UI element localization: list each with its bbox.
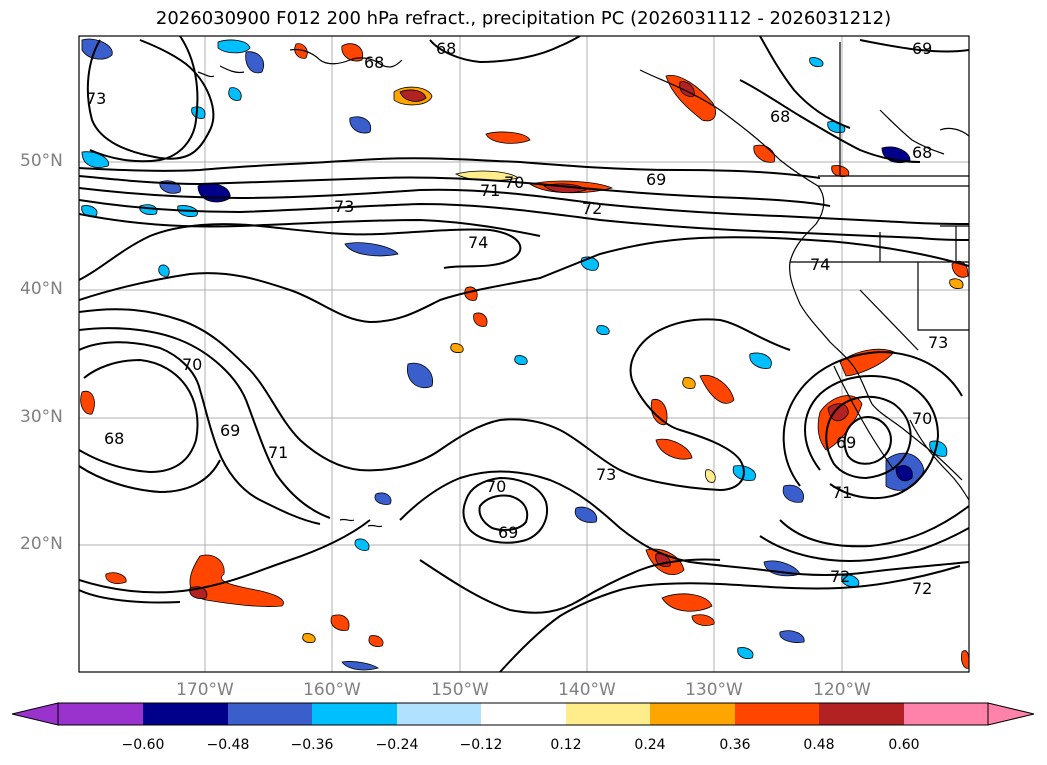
colorbar-tick-label: −0.24 [375,737,419,753]
coastlines [197,42,969,528]
contour-label: 68 [364,53,384,72]
colorbar-cell [228,703,312,725]
colorbar-cells [58,703,988,725]
contour-label: 69 [912,39,932,58]
contour-label: 68 [770,107,790,126]
contour-label: 68 [912,143,932,162]
contour-label: 72 [830,567,850,586]
colorbar-cell [904,703,988,725]
colorbar-tick-label: 0.60 [888,737,920,753]
colorbar-tick-label: 0.36 [719,737,751,753]
contour-label: 69 [646,170,666,189]
lat-label: 30°N [20,407,63,427]
map-title: 2026030900 F012 200 hPa refract., precip… [155,8,892,29]
contour-label: 69 [220,421,240,440]
contour-label: 69 [836,433,856,452]
colorbar-cell [143,703,228,725]
lon-label: 140°W [558,680,616,700]
colorbar-tick-label: −0.12 [459,737,503,753]
contour-label: 71 [480,181,500,200]
colorbar-cell [397,703,481,725]
colorbar-cell [481,703,566,725]
contour-label: 72 [582,199,602,218]
colorbar-cell [735,703,819,725]
contour-label: 70 [504,173,524,192]
colorbar-cell [312,703,397,725]
lon-label: 150°W [431,680,489,700]
lon-label: 170°W [176,680,234,700]
contour-label: 71 [832,483,852,502]
contour-label: 73 [334,197,354,216]
contour-label: 69 [498,523,518,542]
refractivity-contours [79,36,969,672]
colorbar-cell [566,703,650,725]
contour-label: 68 [436,39,456,58]
contour-label: 68 [104,429,124,448]
colorbar-tick-label: 0.24 [634,737,666,753]
colorbar-tick-label: −0.48 [206,737,250,753]
contour-label: 70 [182,355,202,374]
colorbar-cell [58,703,143,725]
colorbar-extend-right [987,702,1035,726]
contour-label: 73 [86,89,106,108]
map-frame [78,35,970,673]
contour-label: 70 [486,477,506,496]
contour-labels: 68 68 69 70 71 72 73 74 74 73 70 69 68 7… [86,39,948,598]
lon-label: 130°W [685,680,743,700]
contour-label: 71 [268,443,288,462]
lat-label: 20°N [20,534,63,554]
contour-label: 74 [468,233,488,252]
colorbar-extend-left [11,702,59,726]
contour-label: 70 [912,409,932,428]
lon-label: 160°W [303,680,361,700]
contour-label: 73 [596,465,616,484]
colorbar-tick-label: 0.12 [550,737,582,753]
colorbar-tick-label: −0.36 [290,737,334,753]
lon-label: 120°W [813,680,871,700]
colorbar-tick-label: −0.60 [121,737,165,753]
colorbar [11,702,1035,726]
contour-label: 72 [912,579,932,598]
colorbar-cell [650,703,735,725]
colorbar-cell [819,703,904,725]
colorbar-tick-label: 0.48 [803,737,835,753]
lat-label: 40°N [20,279,63,299]
lat-label: 50°N [20,151,63,171]
contour-label: 74 [810,255,830,274]
contour-label: 73 [928,333,948,352]
